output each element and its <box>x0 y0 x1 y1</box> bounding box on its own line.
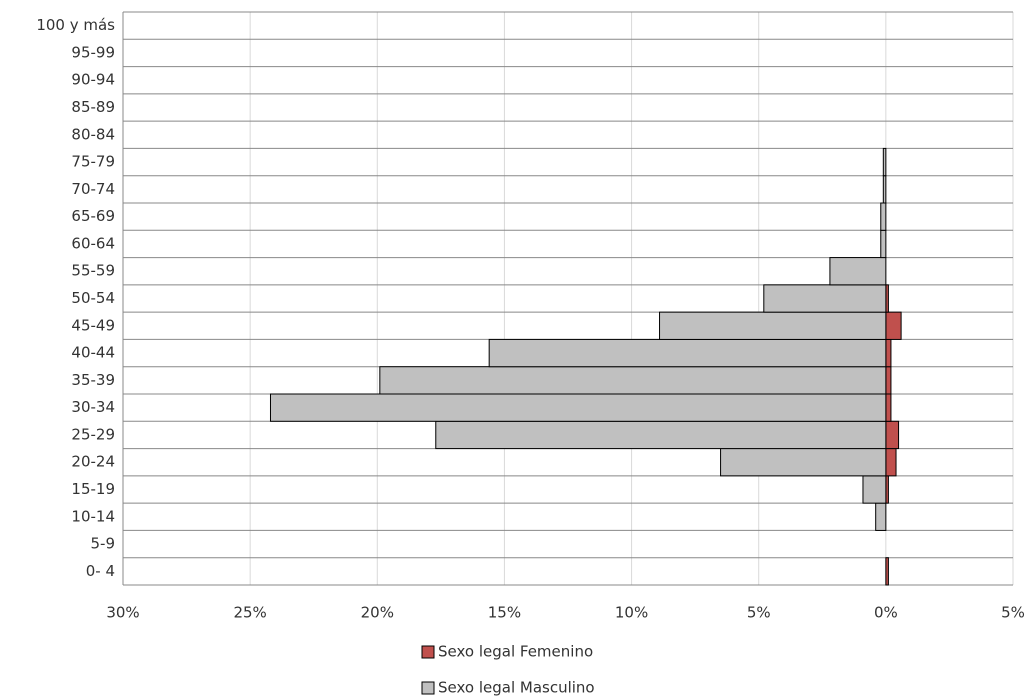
bar <box>875 502 887 531</box>
bar <box>435 420 887 450</box>
bar <box>269 393 887 422</box>
bar <box>885 366 892 395</box>
y-tick-label: 85-89 <box>71 98 115 116</box>
bar <box>829 257 887 286</box>
bar <box>763 284 887 313</box>
bar <box>885 420 900 450</box>
bar <box>885 557 889 586</box>
y-tick-label: 40-44 <box>71 344 115 362</box>
y-tick-label: 65-69 <box>71 207 115 225</box>
x-tick-label: 30% <box>106 604 139 622</box>
bar <box>880 229 887 259</box>
y-tick-label: 100 y más <box>36 16 115 34</box>
x-tick-label: 10% <box>615 604 648 622</box>
y-tick-label: 20-24 <box>71 453 115 471</box>
bar <box>885 448 897 477</box>
legend-label: Sexo legal Femenino <box>438 643 593 661</box>
y-tick-label: 45-49 <box>71 316 115 334</box>
bar <box>885 338 892 368</box>
y-tick-label: 0- 4 <box>86 562 115 580</box>
legend-label: Sexo legal Masculino <box>438 679 595 697</box>
y-tick-label: 5-9 <box>91 535 116 553</box>
y-tick-label: 25-29 <box>71 425 115 443</box>
x-tick-label: 0% <box>874 604 898 622</box>
legend-swatch <box>421 645 435 659</box>
y-tick-label: 35-39 <box>71 371 115 389</box>
x-tick-label: 25% <box>233 604 266 622</box>
bar <box>880 202 887 231</box>
y-tick-label: 55-59 <box>71 262 115 280</box>
x-tick-label: 5% <box>747 604 771 622</box>
legend-swatch <box>421 681 435 695</box>
y-tick-label: 15-19 <box>71 480 115 498</box>
y-tick-label: 70-74 <box>71 180 115 198</box>
bar <box>882 175 887 204</box>
bar <box>488 338 887 368</box>
bar <box>720 448 887 477</box>
y-tick-label: 60-64 <box>71 234 115 252</box>
bar <box>885 393 892 422</box>
x-tick-label: 5% <box>1001 604 1025 622</box>
bar <box>379 366 887 395</box>
y-tick-label: 90-94 <box>71 71 115 89</box>
y-tick-label: 30-34 <box>71 398 115 416</box>
bar <box>885 311 902 340</box>
x-tick-label: 15% <box>488 604 521 622</box>
y-tick-label: 80-84 <box>71 125 115 143</box>
y-tick-label: 10-14 <box>71 507 115 525</box>
y-tick-label: 75-79 <box>71 153 115 171</box>
y-tick-label: 50-54 <box>71 289 115 307</box>
bar <box>862 475 887 504</box>
x-tick-label: 20% <box>361 604 394 622</box>
bar <box>882 147 887 177</box>
bar <box>659 311 887 340</box>
y-tick-label: 95-99 <box>71 43 115 61</box>
